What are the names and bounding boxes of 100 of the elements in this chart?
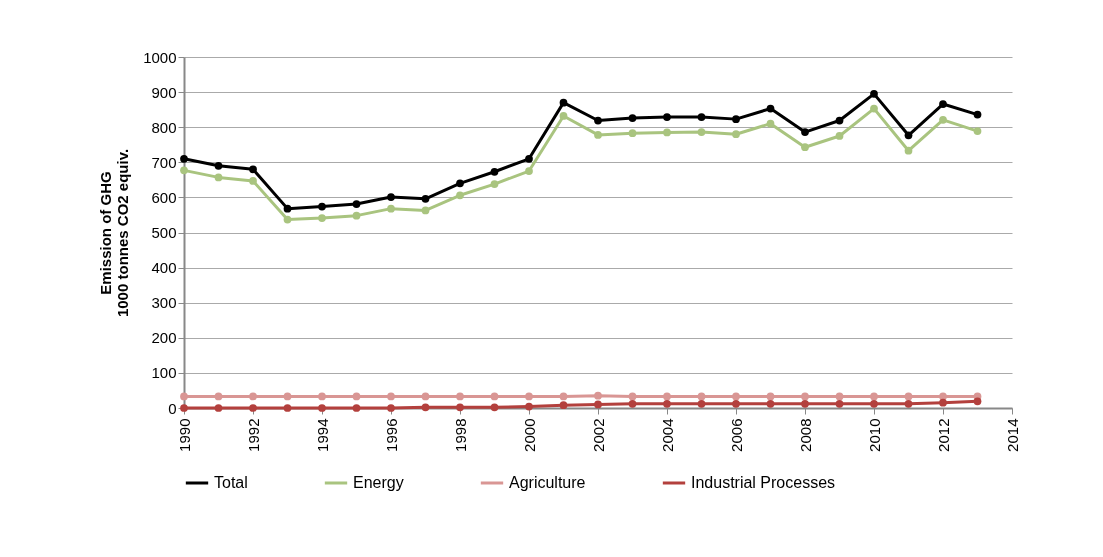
y-tick-label: 700	[151, 153, 177, 171]
point	[766, 104, 775, 113]
y-tick-label: 600	[151, 188, 177, 206]
x-tick-label: 1996	[382, 418, 400, 452]
point	[628, 129, 637, 138]
point	[801, 128, 809, 136]
point	[801, 143, 809, 152]
point	[490, 403, 499, 412]
point	[180, 166, 188, 175]
point	[318, 214, 326, 222]
point	[559, 392, 568, 401]
point	[870, 104, 878, 113]
point	[249, 165, 257, 174]
point	[732, 130, 740, 139]
point	[663, 392, 671, 401]
point	[456, 179, 464, 188]
point	[870, 392, 878, 401]
point	[801, 399, 809, 408]
point	[766, 399, 775, 408]
point	[594, 116, 602, 125]
y-axis-title: Emission of GHG 1000 tonnes CO2 equiv.	[97, 148, 132, 318]
point	[214, 161, 223, 170]
point	[283, 404, 292, 412]
point	[559, 112, 568, 120]
legend-label: Agriculture	[509, 474, 586, 491]
point	[697, 392, 706, 401]
point	[939, 115, 947, 124]
point	[525, 402, 533, 411]
point	[732, 399, 740, 408]
point	[835, 132, 844, 140]
point	[628, 399, 637, 408]
x-tick-label: 2004	[658, 418, 676, 452]
point	[904, 392, 913, 401]
point	[283, 392, 292, 401]
point	[594, 400, 602, 409]
point	[352, 211, 361, 220]
x-tick-label: 1994	[313, 418, 331, 452]
point	[490, 167, 499, 176]
point	[387, 204, 395, 213]
point	[663, 399, 671, 408]
point	[180, 154, 188, 163]
y-tick-label: 100	[151, 364, 177, 382]
point	[870, 399, 878, 408]
y-tick-label: 900	[151, 83, 177, 101]
point	[973, 397, 982, 406]
x-tick-label: 2010	[865, 418, 883, 452]
legend-label: Total	[214, 474, 248, 491]
point	[318, 392, 326, 401]
point	[663, 128, 671, 137]
point	[490, 392, 499, 401]
x-tick-label: 1992	[244, 418, 262, 452]
point	[214, 404, 223, 412]
point	[249, 177, 257, 185]
x-tick-label: 2006	[727, 418, 745, 452]
x-tick-label: 2014	[1003, 418, 1021, 452]
point	[594, 391, 602, 400]
point	[352, 404, 361, 412]
point	[835, 116, 844, 125]
point	[939, 100, 947, 108]
point	[249, 404, 257, 412]
point	[801, 392, 809, 401]
point	[904, 399, 913, 408]
point	[387, 193, 395, 201]
point	[870, 89, 878, 98]
point	[525, 154, 533, 163]
x-tick-label: 2008	[796, 418, 814, 452]
point	[939, 398, 947, 407]
point	[697, 113, 706, 121]
y-tick-label: 800	[151, 118, 177, 136]
x-tick-label: 1998	[451, 418, 469, 452]
point	[421, 206, 430, 215]
point	[318, 202, 326, 211]
point	[214, 392, 223, 401]
point	[490, 180, 499, 188]
point	[732, 392, 740, 401]
point	[628, 114, 637, 122]
point	[559, 98, 568, 107]
point	[663, 113, 671, 121]
point	[559, 401, 568, 410]
point	[525, 167, 533, 175]
point	[904, 131, 913, 140]
point	[973, 127, 982, 135]
x-tick-label: 2012	[934, 418, 952, 452]
point	[766, 119, 775, 128]
x-tick-label: 2002	[589, 418, 607, 452]
x-tick-label: 2000	[520, 418, 538, 452]
y-tick-label: 200	[151, 329, 177, 347]
point	[697, 399, 706, 408]
point	[594, 131, 602, 139]
point	[249, 392, 257, 401]
point	[421, 392, 430, 401]
point	[283, 215, 292, 224]
point	[421, 194, 430, 203]
point	[352, 392, 361, 401]
point	[456, 392, 464, 401]
point	[421, 403, 430, 412]
legend-label: Industrial Processes	[691, 474, 836, 491]
y-tick-label: 0	[168, 399, 177, 417]
point	[904, 146, 913, 155]
point	[456, 403, 464, 412]
